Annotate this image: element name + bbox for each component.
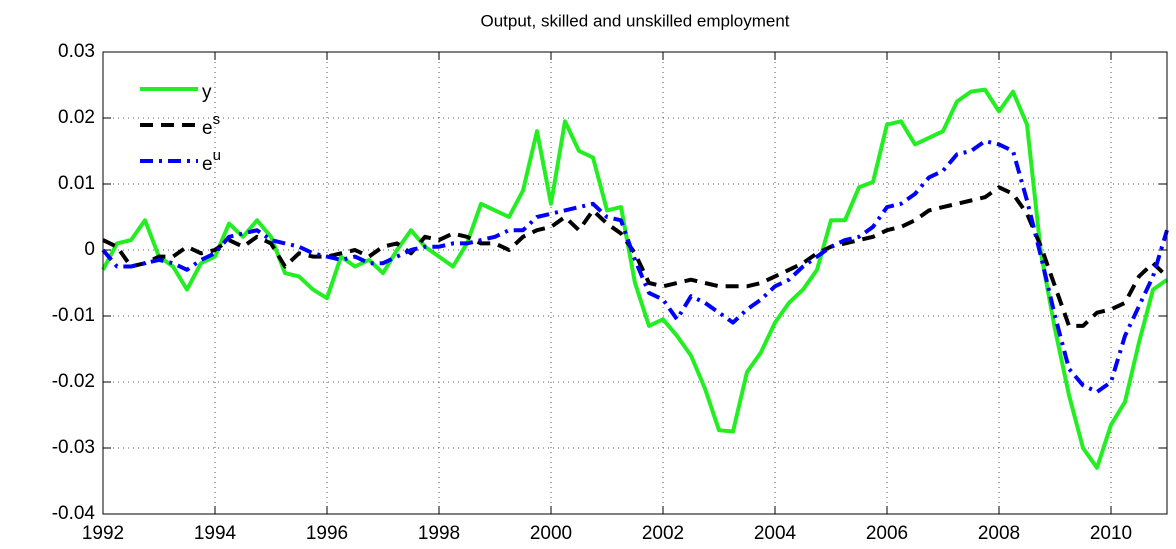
series-line	[101, 139, 1169, 394]
x-tick-label: 2002	[642, 523, 684, 544]
chart-title: Output, skilled and unskilled employment	[481, 11, 790, 30]
y-tick-label: -0.03	[52, 437, 95, 458]
y-tick-label: -0.02	[52, 371, 95, 392]
x-tick-label: 1996	[306, 523, 348, 544]
x-tick-label: 1998	[418, 523, 460, 544]
y-tick-label: 0.01	[58, 173, 95, 194]
series-line	[102, 185, 1169, 328]
y-tick-label: -0.04	[52, 503, 96, 524]
x-tick-label: 1994	[194, 523, 237, 544]
x-tick-label: 2008	[978, 523, 1020, 544]
y-tick-label: 0	[84, 239, 95, 260]
y-tick-label: 0.02	[58, 107, 95, 128]
y-tick-label: -0.01	[52, 305, 95, 326]
legend-label: y	[202, 82, 212, 103]
x-tick-label: 2000	[530, 523, 572, 544]
x-tick-label: 2004	[754, 523, 797, 544]
x-tick-label: 2006	[866, 523, 908, 544]
x-tick-label: 1992	[82, 523, 124, 544]
axes-box	[102, 51, 1168, 515]
x-tick-label: 2010	[1090, 523, 1132, 544]
y-tick-label: 0.03	[58, 41, 95, 62]
